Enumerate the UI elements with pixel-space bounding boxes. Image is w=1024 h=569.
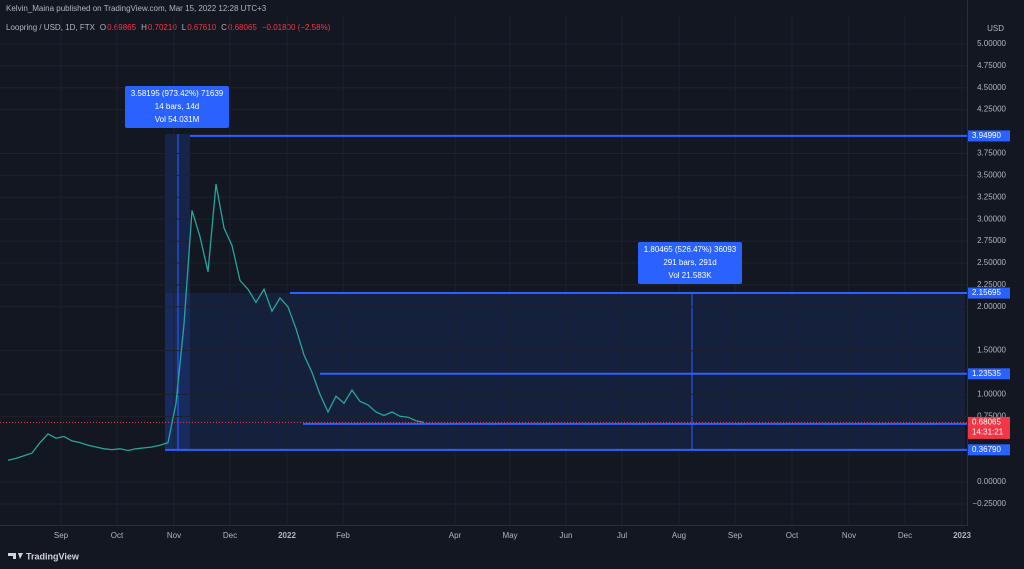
- level-label: 1.23535: [972, 369, 1001, 378]
- measure-area: [165, 293, 965, 450]
- legend-item: L: [182, 23, 187, 32]
- x-tick-label: Nov: [167, 531, 181, 540]
- level-tag: [968, 444, 1010, 456]
- y-tick-label: 2.25000: [977, 280, 1006, 289]
- y-tick-label: 4.50000: [977, 83, 1006, 92]
- level-label: 2.15695: [972, 288, 1001, 297]
- x-tick-label: Feb: [336, 531, 350, 540]
- x-tick-label: 2022: [278, 531, 296, 540]
- y-tick-label: 4.25000: [977, 105, 1006, 114]
- y-tick-label: 1.00000: [977, 390, 1006, 399]
- measure-text: 3.58195 (973.42%) 71639: [131, 89, 224, 98]
- measure-text: 14 bars, 14d: [155, 102, 199, 111]
- legend-item: O: [100, 23, 106, 32]
- legend-item: −0.01800 (−2.58%): [262, 23, 331, 32]
- level-tag: [968, 368, 1010, 380]
- x-tick-label: Sep: [728, 531, 743, 540]
- legend: Loopring / USD, 1D, FTX O 0.69865 H 0.70210 L…: [6, 23, 331, 32]
- current-label: 0.68065: [972, 418, 1001, 427]
- legend-item: 0.69865: [107, 23, 136, 32]
- x-tick-label: Aug: [672, 531, 686, 540]
- x-axis-border: [0, 525, 968, 526]
- publisher: Kelvin_Maina published on TradingView.co…: [6, 4, 267, 13]
- logo: [8, 553, 23, 559]
- x-tick-label: Dec: [898, 531, 912, 540]
- legend-item: Loopring / USD, 1D, FTX: [6, 23, 96, 32]
- x-tick-label: Apr: [449, 531, 462, 540]
- x-tick-label: Jun: [560, 531, 573, 540]
- x-tick-label: Jul: [617, 531, 627, 540]
- y-tick-label: 2.50000: [977, 258, 1006, 267]
- legend-item: 0.70210: [148, 23, 177, 32]
- y-tick-label: 3.50000: [977, 170, 1006, 179]
- legend-item: C: [221, 23, 227, 32]
- x-tick-label: Oct: [786, 531, 799, 540]
- measure-box: [638, 242, 742, 284]
- y-tick-label: 1.50000: [977, 346, 1006, 355]
- y-tick-label: 4.75000: [977, 61, 1006, 70]
- measure-text: 291 bars, 291d: [663, 258, 716, 267]
- price-line: [7, 183, 425, 461]
- currency: USD: [987, 24, 1004, 33]
- y-tick-label: 3.75000: [977, 149, 1006, 158]
- measure-text: Vol 54.031M: [155, 115, 200, 124]
- level-tag: [968, 130, 1010, 142]
- level-label: 3.94990: [972, 131, 1001, 140]
- measure-box: [125, 86, 229, 128]
- x-tick-label: 2023: [953, 531, 971, 540]
- legend-item: H: [141, 23, 147, 32]
- y-tick-label: 2.00000: [977, 302, 1006, 311]
- y-tick-label: −0.25000: [972, 499, 1006, 508]
- y-tick-label: 5.00000: [977, 39, 1006, 48]
- y-tick-label: 0.75000: [977, 411, 1006, 420]
- x-tick-label: Dec: [223, 531, 237, 540]
- footer-brand: TradingView: [26, 551, 80, 561]
- y-tick-label: 2.75000: [977, 236, 1006, 245]
- legend-item: 0.68065: [228, 23, 257, 32]
- legend-item: 0.67610: [187, 23, 216, 32]
- measure-text: 1.80465 (526.47%) 36093: [644, 245, 737, 254]
- countdown: 14:31:21: [972, 428, 1004, 437]
- level-label: 0.36790: [972, 445, 1001, 454]
- x-tick-label: Oct: [111, 531, 124, 540]
- x-tick-label: Nov: [842, 531, 856, 540]
- y-tick-label: 0.00000: [977, 477, 1006, 486]
- level-tag: [968, 287, 1010, 299]
- y-axis-border: [967, 0, 968, 525]
- current-tag: [968, 416, 1010, 439]
- y-tick-label: 3.00000: [977, 214, 1006, 223]
- y-tick-label: 3.25000: [977, 192, 1006, 201]
- axis: 5.00000 4.75000 4.50000 4.25000 3.75000 3.500…: [54, 39, 1010, 540]
- plot: 3.58195 (973.42%) 71639 14 bars, 14d Vol 5…: [0, 15, 967, 525]
- x-tick-label: Sep: [54, 531, 69, 540]
- x-tick-label: May: [502, 531, 517, 540]
- measure-text: Vol 21.583K: [668, 271, 712, 280]
